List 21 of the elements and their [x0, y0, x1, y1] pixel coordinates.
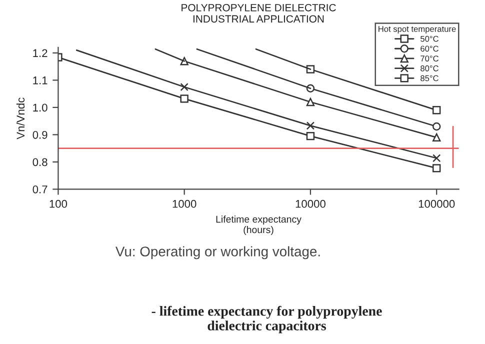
- x-tick-label: 100000: [418, 200, 455, 208]
- legend-label: 50°C: [420, 36, 439, 42]
- y-tick-label: 0.7: [32, 185, 48, 194]
- y-tick-label: 0.8: [32, 158, 48, 166]
- legend-label: 60°C: [420, 46, 439, 52]
- text: - lifetime expectancy for polypropylene dielectric capacitors: [152, 306, 382, 334]
- legend-title: Hot spot temperature: [378, 26, 456, 34]
- x-tick-label: 10000: [296, 200, 326, 208]
- x-axis-title: Lifetime expectancy (hours): [216, 216, 302, 236]
- legend-label: 70°C: [420, 56, 439, 62]
- y-tick-label: 1.0: [33, 104, 48, 112]
- y-axis-title: Vn/Vndc: [16, 98, 25, 140]
- x-tick-label: 100: [50, 200, 68, 208]
- y-tick-label: 1.1: [33, 76, 48, 84]
- x-tick-label: 1000: [172, 200, 196, 208]
- legend-label: 85°C: [420, 75, 439, 82]
- y-tick-label: 0.9: [32, 130, 48, 139]
- legend-label: 80°C: [420, 65, 439, 72]
- text: Vu: Operating or working voltage.: [116, 246, 320, 260]
- chart-title: POLYPROPYLENE DIELECTRIC INDUSTRIAL APPLICATION: [182, 4, 336, 23]
- y-tick-label: 1.2: [33, 49, 48, 57]
